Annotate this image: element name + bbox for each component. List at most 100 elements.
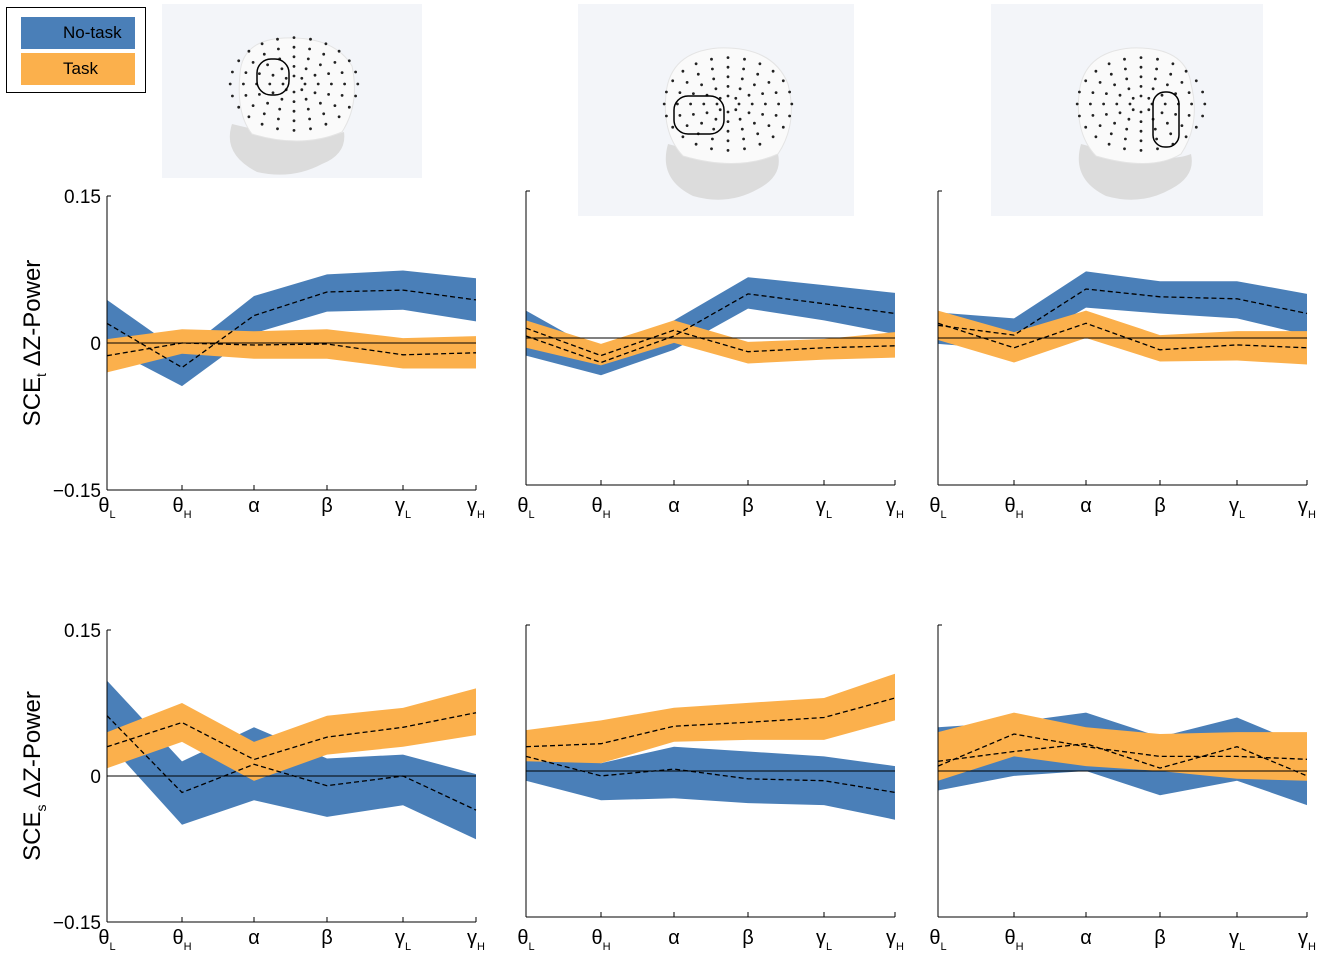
electrode-dot — [1098, 81, 1102, 84]
electrode-dot — [271, 91, 275, 95]
electrode-dot — [337, 115, 341, 119]
legend-swatch-task — [21, 53, 135, 85]
electrode-dot — [678, 114, 682, 117]
x-tick-label-panel-1: θL — [98, 495, 115, 521]
electrode-dot — [1131, 108, 1135, 112]
legend-label-task: Task — [63, 59, 98, 78]
y-tick-label-panel-1: 0.15 — [64, 187, 101, 208]
electrode-dot — [319, 63, 322, 67]
electrode-dot — [700, 83, 703, 87]
electrode-dot — [747, 111, 751, 115]
electrode-dot — [308, 117, 311, 121]
x-tick-label-panel-1: α — [248, 495, 260, 517]
legend-swatch-no-task — [21, 17, 135, 49]
electrode-dot — [756, 72, 760, 76]
electrode-dot — [726, 65, 730, 69]
x-tick-label-panel-6: γH — [1298, 927, 1316, 953]
electrode-dot — [781, 79, 785, 83]
electrode-dot — [1115, 102, 1119, 106]
legend-item-no-task: No-task — [21, 17, 135, 49]
electrode-dot — [278, 107, 282, 111]
x-tick-label-panel-4: θH — [172, 927, 191, 953]
electrode-dot — [726, 120, 730, 123]
mean-line-no-task-panel-6 — [937, 743, 1308, 777]
electrode-dot — [1102, 102, 1105, 106]
electrode-dot — [251, 104, 255, 107]
electrode-dot — [300, 76, 304, 80]
electrode-dot — [231, 70, 234, 74]
electrode-dot — [726, 94, 730, 98]
electrode-dot — [247, 115, 251, 119]
electrode-dot — [319, 101, 322, 105]
electrode-dot — [753, 83, 756, 87]
electrode-dot — [738, 87, 742, 91]
electrode-dot — [306, 107, 310, 111]
x-tick-label-panel-2: β — [742, 495, 754, 517]
electrode-dot — [316, 82, 320, 86]
electrode-dot — [665, 114, 668, 118]
electrode-dot — [1125, 77, 1129, 81]
electrode-dot — [665, 90, 668, 94]
electrode-dot — [685, 81, 689, 84]
electrode-dot — [726, 56, 730, 59]
electrode-dot — [1123, 147, 1126, 151]
electrode-dot — [304, 97, 308, 101]
electrode-dot — [761, 92, 764, 95]
x-tick-label-panel-5: γH — [886, 927, 904, 953]
electrode-dot — [1124, 137, 1127, 141]
electrode-dot — [1127, 117, 1131, 121]
electrode-dot — [1147, 96, 1151, 100]
mean-line-no-task-panel-2 — [525, 293, 896, 364]
electrode-dot — [758, 62, 762, 66]
electrode-dot — [790, 102, 794, 106]
electrode-dot — [309, 37, 312, 41]
electrode-dot — [756, 132, 760, 136]
y-axis-label-panel-1: SCEt ΔZ-Power — [19, 260, 49, 427]
electrode-dot — [303, 82, 307, 86]
x-tick-label-panel-3: θH — [1004, 495, 1023, 521]
electrode-dot — [742, 137, 745, 141]
electrode-dot — [242, 82, 245, 86]
electrode-dot — [260, 42, 264, 46]
electrode-dot — [1098, 124, 1102, 127]
electrode-dot — [247, 49, 251, 53]
head-image-right — [991, 4, 1263, 216]
x-tick-label-panel-5: α — [668, 927, 680, 949]
mean-line-task-panel-5 — [525, 697, 896, 748]
x-tick-label-panel-4: θL — [98, 927, 115, 953]
electrode-dot — [1127, 87, 1131, 91]
electrode-dot — [262, 52, 266, 56]
electrode-dot — [685, 124, 689, 127]
x-tick-label-panel-6: α — [1080, 927, 1092, 949]
mean-line-no-task-panel-1 — [106, 289, 477, 369]
electrode-dot — [714, 87, 718, 91]
electrode-dot — [304, 67, 308, 71]
electrode-dot — [354, 94, 357, 98]
electrode-dot — [1131, 96, 1135, 100]
electrode-dot — [343, 82, 346, 86]
electrode-dot — [662, 102, 666, 106]
electrode-dot — [678, 91, 682, 94]
x-tick-label-panel-5: γL — [816, 927, 832, 953]
electrode-dot — [1091, 91, 1095, 94]
electrode-dot — [737, 102, 741, 106]
x-tick-label-panel-5: β — [742, 927, 754, 949]
electrode-dot — [1094, 135, 1098, 139]
electrode-dot — [266, 63, 269, 67]
electrode-dot — [1160, 93, 1164, 97]
electrode-dot — [1139, 65, 1143, 69]
mean-line-task-panel-2 — [525, 327, 896, 357]
electrode-dot — [742, 67, 745, 71]
electrode-dot — [237, 105, 241, 109]
electrode-dot — [764, 102, 767, 106]
electrode-dot — [244, 71, 248, 74]
electrode-dot — [1084, 125, 1088, 129]
electrode-dot — [1180, 124, 1184, 127]
electrode-dot — [1094, 69, 1098, 73]
electrode-dot — [258, 72, 261, 75]
electrode-dot — [322, 112, 326, 116]
electrode-dot — [1180, 81, 1184, 84]
electrode-dot — [705, 111, 709, 115]
electrode-dot — [1187, 91, 1191, 94]
